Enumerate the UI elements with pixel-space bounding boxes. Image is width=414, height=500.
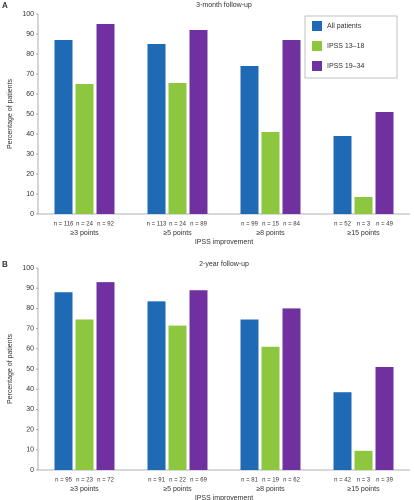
- n-label: n = 92: [97, 222, 115, 228]
- legend-label: IPSS 13–18: [327, 43, 364, 50]
- y-tick-label: 70: [26, 325, 34, 332]
- y-tick-label: 60: [26, 91, 34, 98]
- y-tick-label: 80: [26, 305, 34, 312]
- panel-label: A: [2, 1, 8, 10]
- bar: [261, 132, 280, 214]
- n-label: n = 24: [76, 222, 94, 228]
- n-label: n = 49: [376, 222, 394, 228]
- chart-title: 2-year follow-up: [199, 261, 249, 268]
- bar: [354, 450, 373, 470]
- y-tick-label: 50: [26, 111, 34, 118]
- bar: [168, 83, 187, 214]
- y-tick-label: 60: [26, 346, 34, 353]
- x-tick-label: ≥15 points: [347, 230, 380, 237]
- bar: [240, 319, 259, 470]
- bar: [261, 346, 280, 470]
- bar: [240, 66, 259, 214]
- y-tick-label: 80: [26, 51, 34, 58]
- bar: [282, 40, 301, 214]
- bar: [75, 84, 94, 214]
- bar: [375, 112, 394, 214]
- legend-swatch: [312, 61, 322, 71]
- y-tick-label: 90: [26, 285, 34, 292]
- y-tick-label: 100: [22, 265, 34, 272]
- x-tick-label: ≥8 points: [256, 230, 285, 237]
- bar: [333, 136, 352, 214]
- n-label: n = 62: [283, 478, 301, 484]
- bar: [54, 40, 73, 214]
- n-label: n = 19: [262, 478, 280, 484]
- y-axis-label: Percentage of patients: [7, 333, 14, 404]
- n-label: n = 81: [241, 478, 259, 484]
- bar: [189, 290, 208, 470]
- n-label: n = 23: [76, 478, 94, 484]
- n-label: n = 22: [169, 478, 187, 484]
- legend-label: All patients: [327, 23, 362, 30]
- y-tick-label: 100: [22, 11, 34, 18]
- y-tick-label: 10: [26, 447, 34, 454]
- n-label: n = 89: [190, 222, 208, 228]
- bar: [354, 197, 373, 214]
- bar: [147, 301, 166, 470]
- y-tick-label: 0: [30, 467, 34, 474]
- bar: [282, 308, 301, 470]
- y-tick-label: 10: [26, 191, 34, 198]
- y-tick-label: 70: [26, 71, 34, 78]
- n-label: n = 3: [357, 478, 371, 484]
- x-tick-label: ≥3 points: [70, 230, 99, 237]
- bar: [54, 292, 73, 470]
- n-label: n = 99: [241, 222, 259, 228]
- y-tick-label: 30: [26, 406, 34, 413]
- n-label: n = 72: [97, 478, 115, 484]
- panel-label: B: [2, 260, 8, 269]
- chart-title: 3-month follow-up: [196, 2, 252, 9]
- bar: [96, 282, 115, 470]
- n-label: n = 42: [334, 478, 352, 484]
- bar: [189, 30, 208, 214]
- y-tick-label: 20: [26, 426, 34, 433]
- y-axis-label: Percentage of patients: [7, 78, 14, 149]
- bar: [168, 325, 187, 470]
- n-label: n = 116: [54, 222, 74, 228]
- bar: [375, 366, 394, 470]
- x-tick-label: ≥3 points: [70, 486, 99, 493]
- n-label: n = 39: [376, 478, 394, 484]
- x-tick-label: ≥5 points: [163, 230, 192, 237]
- bar: [75, 319, 94, 470]
- n-label: n = 69: [190, 478, 208, 484]
- y-tick-label: 40: [26, 131, 34, 138]
- bar: [96, 24, 115, 214]
- y-tick-label: 0: [30, 211, 34, 218]
- n-label: n = 15: [262, 222, 280, 228]
- n-label: n = 3: [357, 222, 371, 228]
- legend-swatch: [312, 21, 322, 31]
- legend-swatch: [312, 41, 322, 51]
- x-tick-label: ≥8 points: [256, 486, 285, 493]
- n-label: n = 113: [147, 222, 167, 228]
- x-axis-label: IPSS improvement: [195, 495, 253, 500]
- n-label: n = 24: [169, 222, 187, 228]
- bar: [333, 392, 352, 470]
- n-label: n = 95: [55, 478, 73, 484]
- y-tick-label: 40: [26, 386, 34, 393]
- n-label: n = 52: [334, 222, 352, 228]
- legend-label: IPSS 19–34: [327, 63, 364, 70]
- x-tick-label: ≥5 points: [163, 486, 192, 493]
- y-tick-label: 90: [26, 31, 34, 38]
- n-label: n = 84: [283, 222, 301, 228]
- y-tick-label: 30: [26, 151, 34, 158]
- n-label: n = 91: [148, 478, 166, 484]
- bar: [147, 44, 166, 214]
- x-tick-label: ≥15 points: [347, 486, 380, 493]
- y-tick-label: 50: [26, 366, 34, 373]
- y-tick-label: 20: [26, 171, 34, 178]
- x-axis-label: IPSS improvement: [195, 239, 253, 246]
